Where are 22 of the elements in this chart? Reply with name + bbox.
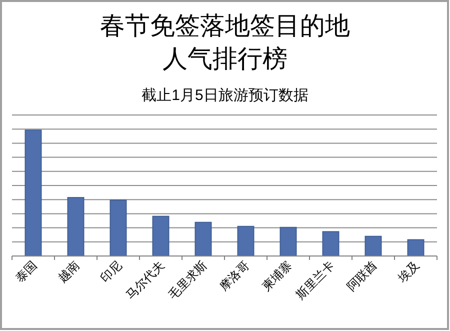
x-tick-label: 埃及 <box>394 258 422 286</box>
bar <box>280 226 297 256</box>
x-tick-label: 越南 <box>55 258 82 286</box>
x-tick-label: 毛里求斯 <box>166 258 210 302</box>
x-tick-label: 泰国 <box>12 258 40 286</box>
bar <box>24 130 42 256</box>
x-tick-label: 斯里兰卡 <box>293 258 337 302</box>
x-tick-label: 马尔代夫 <box>123 258 167 302</box>
x-tick-label: 摩洛哥 <box>216 258 252 294</box>
bar <box>152 216 170 256</box>
bar <box>322 231 340 256</box>
bar <box>67 197 84 256</box>
bar <box>194 222 212 256</box>
bar <box>407 239 424 256</box>
bar <box>237 226 254 256</box>
bar <box>110 200 127 256</box>
x-tick-label: 柬埔寨 <box>259 258 294 294</box>
chart-title: 春节免签落地签目的地人气排行榜 <box>100 12 350 73</box>
x-tick-label: 阿联酋 <box>344 258 380 294</box>
chart-subtitle: 截止1月5日旅游预订数据 <box>142 87 308 104</box>
bar <box>364 236 382 256</box>
x-tick-label: 印尼 <box>98 258 124 286</box>
